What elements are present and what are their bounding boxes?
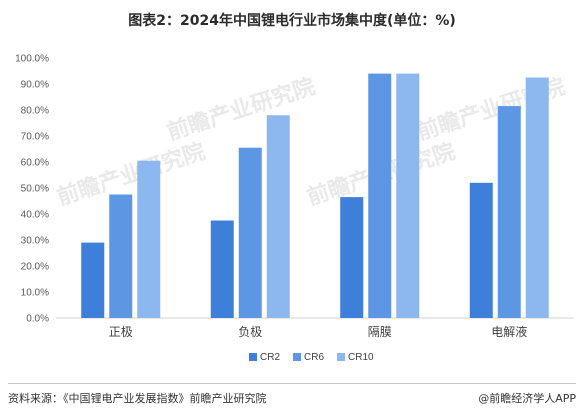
y-tick-label: 70.0%	[21, 132, 49, 143]
y-tick-label: 60.0%	[21, 158, 49, 169]
bar-cr2-1	[210, 220, 234, 318]
bar-cr6-2	[368, 73, 392, 318]
legend-swatch-cr6	[293, 353, 301, 361]
bar-cr10-0	[137, 160, 161, 318]
footer-divider	[8, 383, 576, 384]
y-tick-label: 50.0%	[21, 184, 49, 195]
y-tick-label: 100.0%	[15, 54, 49, 65]
footer-brand: @前瞻经济学人APP	[478, 392, 576, 405]
legend-label-cr10: CR10	[348, 352, 374, 363]
bar-cr6-0	[109, 194, 133, 318]
chart-title: 图表2：2024年中国锂电行业市场集中度(单位：%)	[128, 13, 456, 29]
bar-cr6-3	[497, 106, 521, 318]
y-tick-label: 80.0%	[21, 106, 49, 117]
legend: CR2 CR6 CR10	[249, 352, 374, 363]
y-tick-label: 20.0%	[21, 262, 49, 273]
bar-cr2-0	[81, 242, 105, 318]
bars	[81, 73, 549, 318]
legend-label-cr2: CR2	[260, 352, 280, 363]
bar-cr6-1	[238, 147, 262, 318]
legend-label-cr6: CR6	[304, 352, 324, 363]
bar-cr10-2	[396, 73, 420, 318]
y-tick-label: 40.0%	[21, 210, 49, 221]
bar-cr10-1	[266, 115, 290, 318]
watermark-text: 前瞻产业研究院	[164, 73, 319, 145]
x-category-label: 电解液	[491, 324, 527, 339]
y-tick-label: 90.0%	[21, 80, 49, 91]
legend-swatch-cr2	[249, 353, 257, 361]
y-tick-label: 10.0%	[21, 288, 49, 299]
x-category-label: 负极	[238, 325, 262, 339]
footer-source: 资料来源：《中国锂电产业发展指数》前瞻产业研究院	[8, 392, 267, 405]
y-tick-label: 0.0%	[26, 314, 49, 325]
bar-cr2-3	[469, 182, 493, 318]
x-category-label: 隔膜	[368, 325, 392, 339]
bar-cr10-3	[525, 77, 549, 318]
legend-swatch-cr10	[337, 353, 345, 361]
y-tick-label: 30.0%	[21, 236, 49, 247]
bar-cr2-2	[340, 197, 364, 318]
x-category-label: 正极	[109, 325, 133, 339]
